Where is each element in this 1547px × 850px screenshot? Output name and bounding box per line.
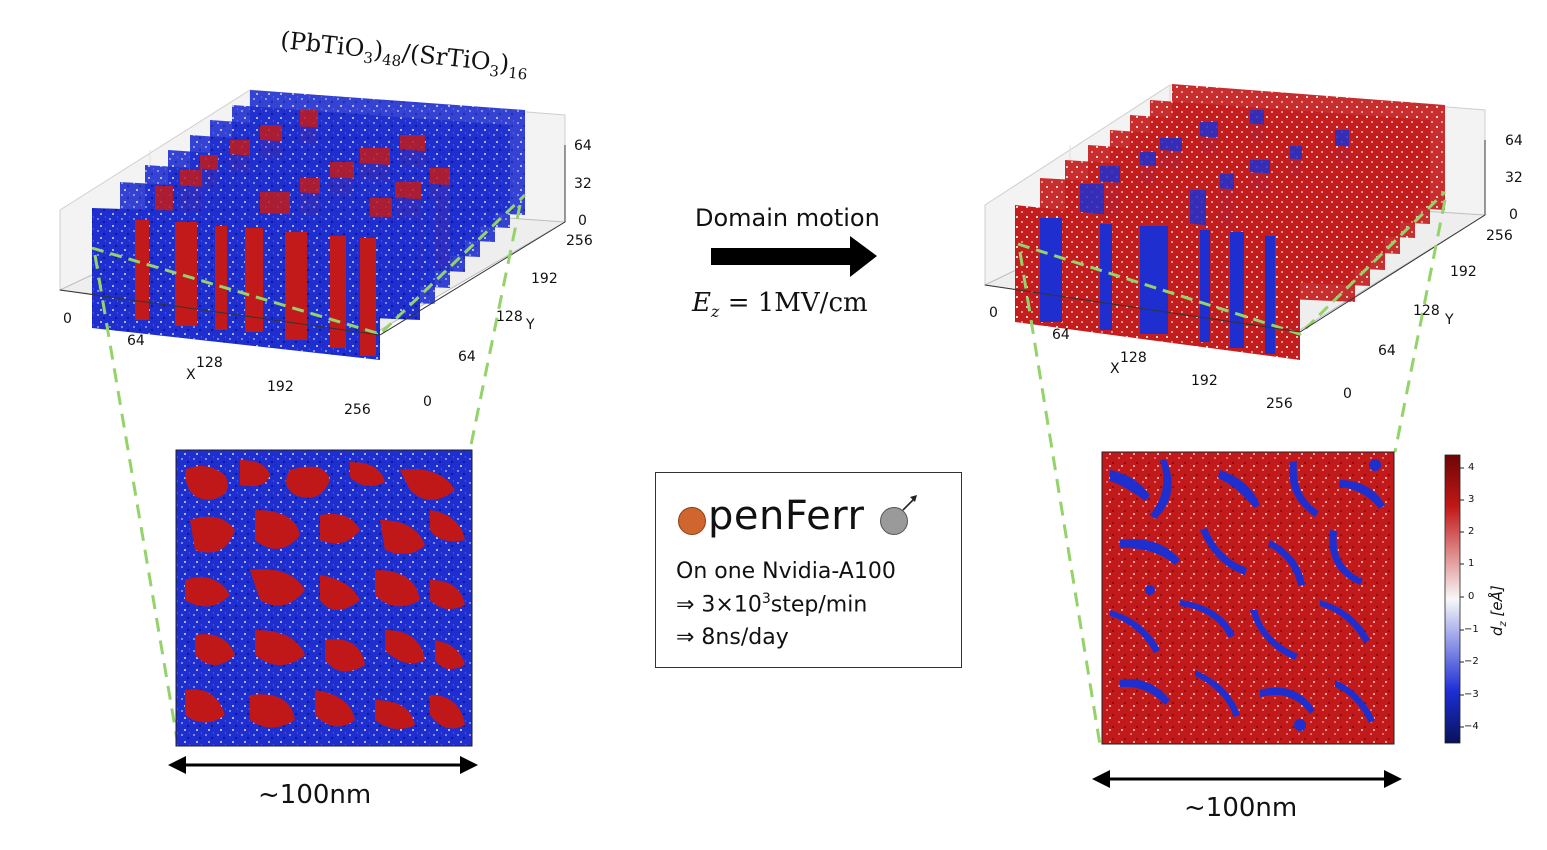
left-z-tick-32: 32 <box>574 176 592 192</box>
cb-tick-3: 3 <box>1468 494 1475 505</box>
right-y-tick-256: 256 <box>1486 228 1513 244</box>
logo-text: penFerr <box>708 493 865 539</box>
left-x-axis-label: X <box>186 367 196 383</box>
cb-tick-m4: −4 <box>1464 721 1479 732</box>
formula-n-b: 16 <box>507 63 529 84</box>
left-x-tick-0: 0 <box>63 311 72 327</box>
right-z-tick-64: 64 <box>1505 133 1523 149</box>
right-slabs <box>1015 84 1445 360</box>
right-y-axis-label: Y <box>1445 312 1454 328</box>
cb-tick-1: 1 <box>1468 558 1475 569</box>
logo-male-symbol-icon <box>880 507 908 535</box>
openferro-info-box: penFerr On one Nvidia-A100 ⇒ 3×103step/m… <box>655 472 962 668</box>
info-line-3: ⇒ 8ns/day <box>676 625 789 650</box>
right-y-tick-64: 64 <box>1378 343 1396 359</box>
info-line-2-suffix: step/min <box>770 592 868 618</box>
right-x-tick-192: 192 <box>1191 373 1218 389</box>
colorbar <box>1444 454 1464 744</box>
formula-n-a: 48 <box>381 50 403 71</box>
domain-motion-arrow <box>711 236 877 277</box>
colorbar-label-unit: [eÅ] <box>1488 585 1506 617</box>
left-y-tick-256: 256 <box>566 233 593 249</box>
field-value: = 1MV/cm <box>727 288 868 318</box>
info-line-2-prefix: ⇒ 3×10 <box>676 592 762 618</box>
left-x-tick-192: 192 <box>267 379 294 395</box>
field-label: Ez = 1MV/cm <box>692 288 868 321</box>
left-scale-label: ~100nm <box>258 780 372 810</box>
left-slabs <box>92 90 525 360</box>
field-symbol: E <box>692 288 711 318</box>
colorbar-label-symbol: d <box>1488 626 1506 636</box>
domain-motion-label: Domain motion <box>695 204 880 232</box>
right-z-tick-0: 0 <box>1509 207 1518 223</box>
cb-tick-0: 0 <box>1468 591 1475 602</box>
cb-tick-4: 4 <box>1468 462 1475 473</box>
left-z-tick-64: 64 <box>574 138 592 154</box>
left-3d-plot <box>58 89 567 360</box>
right-y-tick-0: 0 <box>1343 386 1352 402</box>
logo-arrow-icon <box>902 495 917 511</box>
cb-tick-m2: −2 <box>1464 656 1479 667</box>
colorbar-label: dz [eÅ] <box>1488 585 1509 636</box>
right-domain-map <box>1101 451 1395 745</box>
left-y-tick-64: 64 <box>458 349 476 365</box>
right-3d-plot <box>983 84 1487 360</box>
left-z-tick-0: 0 <box>578 213 587 229</box>
left-x-tick-64: 64 <box>127 333 145 349</box>
info-line-1: On one Nvidia-A100 <box>676 559 896 584</box>
left-y-tick-0: 0 <box>423 394 432 410</box>
zoom-guides <box>93 199 1447 746</box>
info-line-2: ⇒ 3×103step/min <box>676 591 867 617</box>
right-scale-bar <box>1092 770 1402 788</box>
right-x-tick-128: 128 <box>1120 350 1147 366</box>
field-sub: z <box>710 302 720 322</box>
right-x-axis-label: X <box>1110 361 1120 377</box>
right-y-tick-192: 192 <box>1450 264 1477 280</box>
left-domain-map <box>175 449 473 747</box>
left-scale-bar <box>168 756 478 774</box>
left-y-axis-label: Y <box>526 317 535 333</box>
right-scale-label: ~100nm <box>1184 793 1298 823</box>
logo-orange-circle-icon <box>678 507 706 535</box>
cb-tick-2: 2 <box>1468 526 1475 537</box>
left-y-tick-192: 192 <box>531 271 558 287</box>
right-x-tick-256: 256 <box>1266 396 1293 412</box>
cb-tick-m1: −1 <box>1464 624 1479 635</box>
right-y-tick-128: 128 <box>1413 303 1440 319</box>
info-line-2-sup: 3 <box>761 591 771 607</box>
left-x-tick-256: 256 <box>344 402 371 418</box>
left-x-tick-128: 128 <box>196 355 223 371</box>
left-y-tick-128: 128 <box>496 309 523 325</box>
colorbar-label-sub: z <box>1498 621 1509 627</box>
cb-tick-m3: −3 <box>1464 689 1479 700</box>
right-x-tick-0: 0 <box>989 305 998 321</box>
right-z-tick-32: 32 <box>1505 170 1523 186</box>
right-x-tick-64: 64 <box>1052 327 1070 343</box>
